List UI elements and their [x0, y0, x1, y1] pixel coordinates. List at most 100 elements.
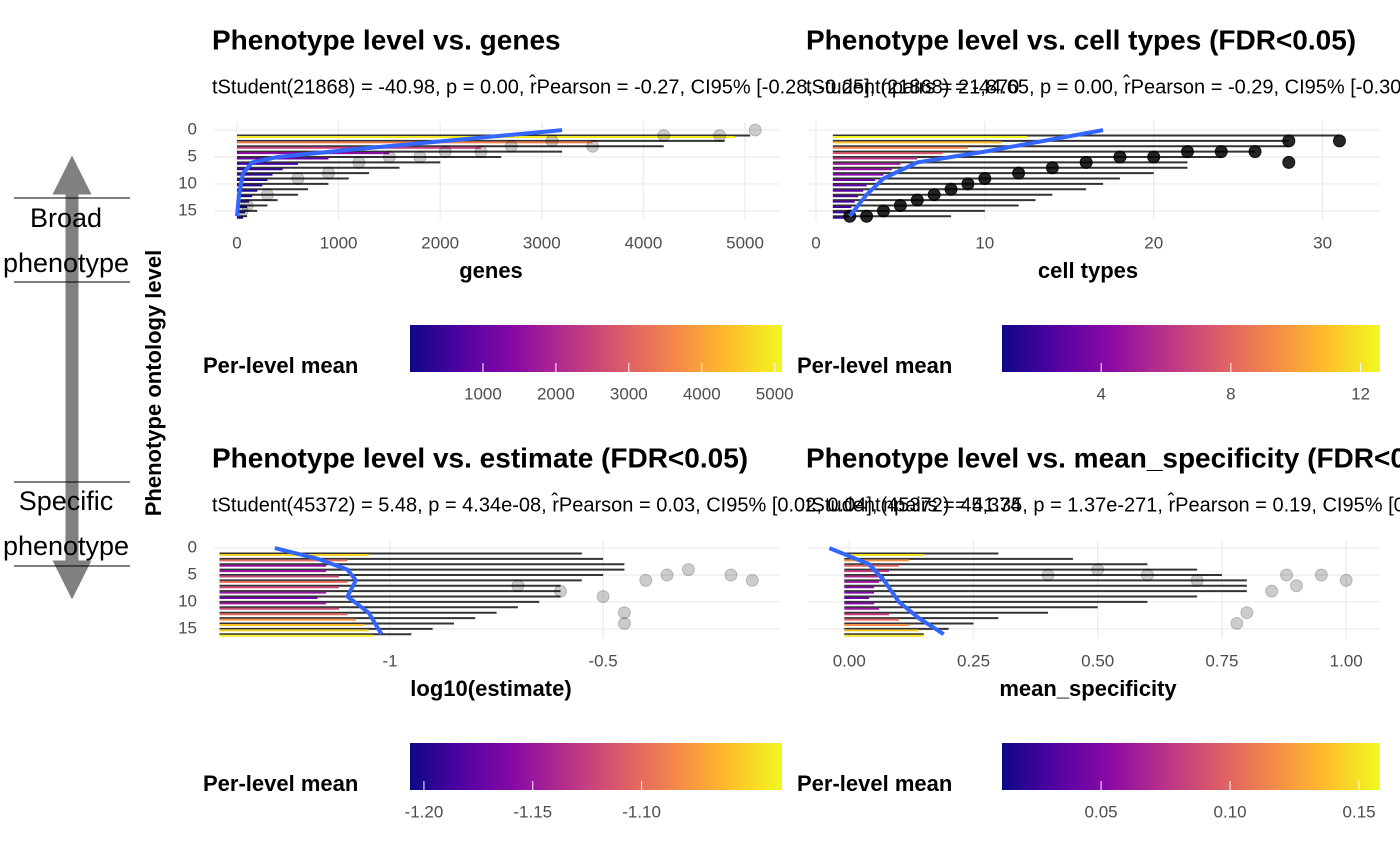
- point: [1265, 584, 1279, 598]
- point: [438, 145, 452, 159]
- colorbar: [410, 325, 782, 372]
- point: [1240, 606, 1254, 620]
- point: [1079, 155, 1093, 169]
- point: [586, 139, 600, 153]
- colorbar-tick-label: 5000: [756, 384, 794, 403]
- point: [1290, 579, 1304, 593]
- point: [545, 134, 559, 148]
- side-arrow: [14, 155, 130, 600]
- y-tick-label: 15: [178, 200, 197, 219]
- colorbar-tick-label: 1000: [464, 384, 502, 403]
- x-tick-label: 3000: [523, 233, 561, 252]
- point: [1045, 161, 1059, 175]
- point: [1140, 568, 1154, 582]
- point: [1280, 568, 1294, 582]
- chart-subtitle: tStudent(45372) = 41.35, p = 1.37e-271, …: [806, 493, 1400, 517]
- point: [1113, 150, 1127, 164]
- chart-subtitle: tStudent(21868) = -44.65, p = 0.00, r̂Pe…: [806, 75, 1400, 99]
- point: [1314, 568, 1328, 582]
- x-tick-label: 20: [1144, 233, 1163, 252]
- x-axis-title: genes: [459, 258, 523, 283]
- x-tick-label: 1.00: [1330, 651, 1363, 670]
- colorbar: [1002, 743, 1380, 790]
- chart-title: Phenotype level vs. mean_specificity (FD…: [806, 442, 1400, 473]
- point: [617, 606, 631, 620]
- x-tick-label: -0.5: [588, 651, 617, 670]
- smooth-line: [235, 128, 563, 217]
- colorbar-tick-label: 3000: [610, 384, 648, 403]
- point: [504, 139, 518, 153]
- colorbar-title: Per-level mean: [203, 771, 358, 796]
- point: [713, 128, 727, 142]
- smooth-line: [848, 128, 1104, 218]
- point: [1339, 573, 1353, 587]
- y-tick-label: 5: [188, 564, 197, 583]
- colorbar-title: Per-level mean: [797, 353, 952, 378]
- point: [1248, 145, 1262, 159]
- point: [944, 182, 958, 196]
- chart-title: Phenotype level vs. cell types (FDR<0.05…: [806, 24, 1356, 55]
- y-tick-label: 15: [178, 618, 197, 637]
- point: [1282, 134, 1296, 148]
- point: [554, 584, 568, 598]
- point: [321, 166, 335, 180]
- side-label: phenotype: [3, 248, 129, 278]
- x-tick-label: 0.75: [1205, 651, 1238, 670]
- x-tick-label: 0.25: [957, 651, 990, 670]
- point: [724, 568, 738, 582]
- point: [1214, 145, 1228, 159]
- point: [893, 198, 907, 212]
- point: [1147, 150, 1161, 164]
- colorbar-tick-label: 8: [1226, 384, 1235, 403]
- x-tick-label: 0: [811, 233, 820, 252]
- point: [617, 616, 631, 630]
- colorbar-title: Per-level mean: [203, 353, 358, 378]
- point: [240, 198, 254, 212]
- colorbar-tick-label: -1.10: [622, 802, 661, 821]
- point: [961, 177, 975, 191]
- colorbar-tick-label: 0.10: [1214, 802, 1247, 821]
- point: [927, 188, 941, 202]
- y-tick-label: 0: [188, 538, 197, 557]
- chart-subtitle: tStudent(21868) = -40.98, p = 0.00, r̂Pe…: [212, 75, 1019, 99]
- chart-title: Phenotype level vs. genes: [212, 24, 561, 55]
- colorbar-tick-label: 4000: [683, 384, 721, 403]
- point: [748, 123, 762, 137]
- point: [657, 128, 671, 142]
- point: [1230, 616, 1244, 630]
- y-tick-label: 10: [178, 591, 197, 610]
- side-label: Broad: [30, 203, 102, 233]
- point: [860, 209, 874, 223]
- x-tick-label: 4000: [625, 233, 663, 252]
- point: [413, 150, 427, 164]
- y-tick-label: 5: [188, 146, 197, 165]
- colorbar-tick-label: 4: [1096, 384, 1105, 403]
- colorbar: [1002, 325, 1380, 372]
- colorbar-tick-label: 2000: [537, 384, 575, 403]
- point: [910, 193, 924, 207]
- point: [596, 590, 610, 604]
- point: [978, 172, 992, 186]
- colorbar-tick-label: 0.05: [1085, 802, 1118, 821]
- x-tick-label: 2000: [421, 233, 459, 252]
- x-tick-label: 30: [1313, 233, 1332, 252]
- chart-title: Phenotype level vs. estimate (FDR<0.05): [212, 442, 748, 473]
- point: [745, 573, 759, 587]
- colorbar-title: Per-level mean: [797, 771, 952, 796]
- point: [511, 579, 525, 593]
- x-axis-title: log10(estimate): [410, 676, 571, 701]
- x-axis-title: cell types: [1038, 258, 1138, 283]
- point: [291, 172, 305, 186]
- side-label: phenotype: [3, 531, 129, 561]
- point: [474, 145, 488, 159]
- point: [1041, 568, 1055, 582]
- y-tick-label: 0: [188, 120, 197, 139]
- colorbar-tick-label: 12: [1351, 384, 1370, 403]
- x-tick-label: 5000: [726, 233, 764, 252]
- smooth-line: [828, 546, 945, 636]
- point: [382, 150, 396, 164]
- y-axis-title: Phenotype ontology level: [141, 250, 166, 516]
- x-tick-label: 10: [975, 233, 994, 252]
- x-tick-label: -1: [382, 651, 397, 670]
